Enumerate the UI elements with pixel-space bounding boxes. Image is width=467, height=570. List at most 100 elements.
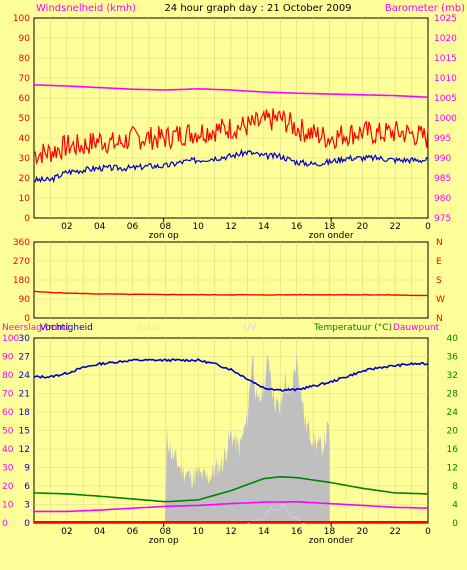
humidity-tick-label: 18 <box>19 408 31 418</box>
barometer-tick-label: 995 <box>434 134 451 144</box>
sunset-label: zon onder <box>309 536 354 546</box>
x-tick-label: 22 <box>389 222 400 232</box>
x-tick-label: 02 <box>61 222 72 232</box>
temperature-axis-title: Temperatuur (°C) <box>313 323 392 333</box>
x-tick-label: 20 <box>357 527 369 537</box>
barometer-tick-label: 1010 <box>434 74 457 84</box>
wind-speed-tick-label: 60 <box>19 94 31 104</box>
barometer-tick-label: 985 <box>434 174 451 184</box>
wind-speed-tick-label: 40 <box>19 134 31 144</box>
barometer-tick-label: 975 <box>434 214 451 224</box>
compass-tick-label: E <box>436 257 442 267</box>
x-tick-label: 10 <box>192 527 204 537</box>
compass-tick-label: N <box>436 238 443 248</box>
x-tick-label: 12 <box>225 222 236 232</box>
x-tick-label: 14 <box>258 527 270 537</box>
barometer-line <box>33 84 429 98</box>
humidity-tick-label: 0 <box>24 519 30 529</box>
x-tick-label: 06 <box>127 222 139 232</box>
wind-direction-tick-label: 360 <box>13 238 30 248</box>
x-tick-label: 16 <box>291 222 303 232</box>
wind-speed-tick-label: 70 <box>19 74 31 84</box>
humidity-tick-label: 30 <box>19 334 31 344</box>
wind-gust-line <box>33 108 429 166</box>
humidity-tick-label: 12 <box>19 445 30 455</box>
wind-speed-tick-label: 0 <box>24 214 30 224</box>
temperature-tick-label: 8 <box>452 482 458 492</box>
rain-tick-label: 10 <box>2 501 14 511</box>
humidity-tick-label: 27 <box>19 353 30 363</box>
temperature-tick-label: 4 <box>452 501 458 511</box>
uv-line <box>247 501 306 524</box>
x-tick-label: 20 <box>357 222 369 232</box>
temperature-tick-label: 0 <box>452 519 458 529</box>
wind-speed-axis-title: Windsnelheid (kmh) <box>36 3 136 14</box>
compass-tick-label: W <box>436 295 445 305</box>
humidity-tick-label: 21 <box>19 390 30 400</box>
wind-direction-tick-label: 90 <box>19 295 31 305</box>
graph-title: 24 hour graph day : 21 October 2009 <box>164 3 351 14</box>
temperature-tick-label: 28 <box>447 390 459 400</box>
x-tick-label: 16 <box>291 527 303 537</box>
wind-direction-line <box>34 290 429 297</box>
uv-label: UV <box>244 323 258 333</box>
rain-tick-label: 0 <box>2 519 8 529</box>
x-tick-label: 02 <box>61 527 72 537</box>
wind-speed-tick-label: 20 <box>19 174 31 184</box>
rain-tick-label: 50 <box>2 427 14 437</box>
x-tick-label: 0 <box>425 222 431 232</box>
wind-speed-tick-label: 90 <box>19 34 31 44</box>
humidity-tick-label: 6 <box>24 482 30 492</box>
solar-area <box>165 349 330 523</box>
barometer-tick-label: 1015 <box>434 54 457 64</box>
x-tick-label: 18 <box>324 527 336 537</box>
wind-speed-tick-label: 100 <box>13 14 30 24</box>
x-tick-label: 22 <box>389 527 400 537</box>
barometer-axis-title: Barometer (mb) <box>385 3 465 14</box>
sunset-label: zon onder <box>309 231 354 241</box>
humidity-tick-label: 9 <box>24 464 30 474</box>
rain-tick-label: 90 <box>2 353 14 363</box>
panel-wind-barometer-grid <box>33 17 429 219</box>
wind-average-line <box>33 148 429 184</box>
x-tick-label: 12 <box>225 527 236 537</box>
x-tick-label: 04 <box>94 527 106 537</box>
humidity-tick-label: 3 <box>24 501 30 511</box>
barometer-tick-label: 990 <box>434 154 451 164</box>
barometer-tick-label: 1020 <box>434 34 457 44</box>
barometer-tick-label: 1000 <box>434 114 457 124</box>
wind-speed-tick-label: 30 <box>19 154 31 164</box>
compass-tick-label: S <box>436 276 442 286</box>
temperature-tick-label: 40 <box>447 334 459 344</box>
rain-tick-label: 70 <box>2 390 14 400</box>
wind-speed-tick-label: 80 <box>19 54 31 64</box>
rain-tick-label: 40 <box>2 445 14 455</box>
x-tick-label: 08 <box>160 527 172 537</box>
barometer-tick-label: 1005 <box>434 94 457 104</box>
barometer-tick-label: 1025 <box>434 14 457 24</box>
humidity-tick-label: 15 <box>19 427 30 437</box>
sunrise-label: zon op <box>149 536 179 546</box>
temperature-tick-label: 24 <box>447 408 459 418</box>
wind-speed-tick-label: 10 <box>19 194 31 204</box>
wind-direction-tick-label: 0 <box>24 314 30 324</box>
rain-tick-label: 80 <box>2 371 14 381</box>
x-tick-label: 06 <box>127 527 139 537</box>
x-tick-label: 18 <box>324 222 336 232</box>
rain-tick-label: 60 <box>2 408 14 418</box>
humidity-tick-label: 24 <box>19 371 31 381</box>
x-tick-label: 04 <box>94 222 106 232</box>
humidity-line <box>33 358 429 392</box>
wind-speed-tick-label: 50 <box>19 114 31 124</box>
humidity-axis-title: Vochtigheid <box>40 323 93 333</box>
sunrise-label: zon op <box>149 231 179 241</box>
temperature-tick-label: 20 <box>447 427 459 437</box>
dewpoint-axis-title: Dauwpunt <box>393 323 440 333</box>
rain-tick-label: 100 <box>2 334 19 344</box>
temperature-tick-label: 16 <box>447 445 459 455</box>
barometer-tick-label: 980 <box>434 194 451 204</box>
dewpoint-line <box>34 500 429 513</box>
rain-tick-label: 30 <box>2 464 14 474</box>
